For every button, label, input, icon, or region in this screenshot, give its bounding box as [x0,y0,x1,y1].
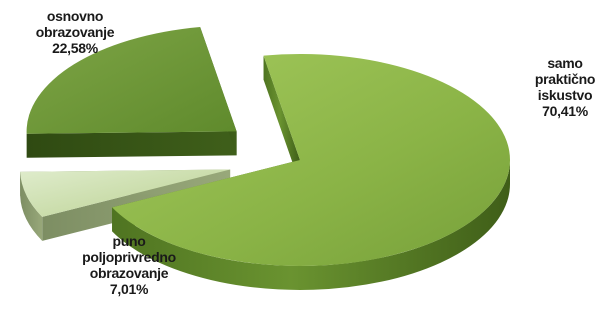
slice-value: 70,41% [542,103,588,119]
slice-label-puno-poljoprivredno: puno poljoprivredno obrazovanje 7,01% [44,233,214,297]
slice-label-line: samo [547,55,583,71]
slice-top [20,169,231,217]
slice-samo-prakticno [112,54,511,290]
slice-label-line: praktično [534,71,596,87]
slice-osnovno [26,27,237,158]
slice-label-line: puno [112,233,146,249]
slice-value: 7,01% [109,281,149,297]
slice-rim [112,160,510,290]
slices-layer [20,27,511,290]
slice-label-samo-prakticno: samo praktično iskustvo 70,41% [516,55,614,119]
slice-label-line: obrazovanje [89,265,169,281]
slice-label-line: obrazovanje [35,24,115,40]
slice-value: 22,58% [52,40,98,56]
slice-label-line: osnovno [46,8,104,24]
slice-label-osnovno: osnovno obrazovanje 22,58% [0,8,150,56]
slice-label-line: poljoprivredno [82,249,176,265]
slice-top [112,54,511,266]
slice-cut-face [263,55,300,184]
slice-top [26,27,237,134]
slice-cut-face [26,131,237,158]
slice-rim [20,171,43,241]
slice-label-line: iskustvo [537,87,593,103]
